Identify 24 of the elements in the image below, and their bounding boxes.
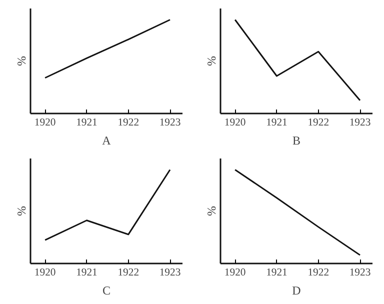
x-tick-label: 1921 bbox=[266, 268, 288, 278]
y-axis-title: % bbox=[14, 56, 28, 66]
x-tick-label: 1920 bbox=[224, 118, 246, 128]
x-axis-title: C bbox=[102, 284, 111, 298]
x-tick-label: 1921 bbox=[76, 118, 98, 128]
x-tick-label: 1922 bbox=[118, 118, 140, 128]
x-tick-label: 1923 bbox=[159, 268, 181, 278]
x-tick-label: 1923 bbox=[349, 118, 371, 128]
y-axis-title: % bbox=[14, 206, 28, 216]
x-tick-label: 1923 bbox=[159, 118, 181, 128]
x-axis-title: B bbox=[292, 134, 301, 148]
x-tick-label: 1920 bbox=[34, 118, 56, 128]
x-tick-label: 1920 bbox=[224, 268, 246, 278]
x-tick-label: 1922 bbox=[308, 268, 330, 278]
x-tick-label: 1923 bbox=[349, 268, 371, 278]
y-axis-title: % bbox=[204, 56, 218, 66]
x-axis-title: D bbox=[292, 284, 302, 298]
x-tick-label: 1920 bbox=[34, 268, 56, 278]
x-tick-label: 1921 bbox=[266, 118, 288, 128]
x-tick-label: 1922 bbox=[118, 268, 140, 278]
x-tick-label: 1921 bbox=[76, 268, 98, 278]
y-axis-title: % bbox=[204, 206, 218, 216]
x-tick-label: 1922 bbox=[308, 118, 330, 128]
x-axis-title: A bbox=[102, 134, 112, 148]
